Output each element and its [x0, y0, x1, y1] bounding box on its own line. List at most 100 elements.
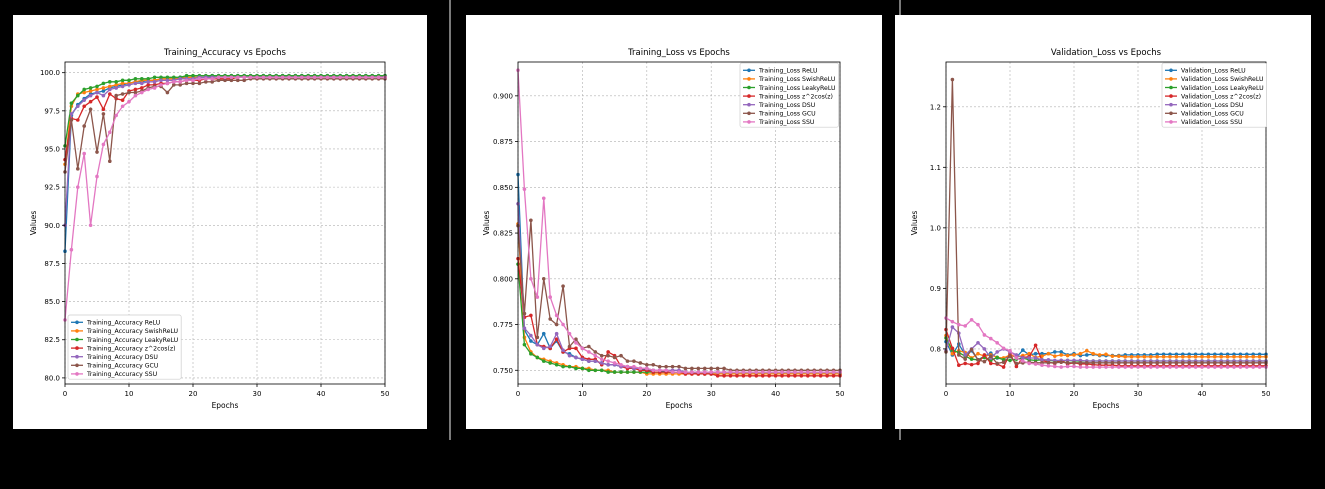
- data-point: [101, 81, 106, 86]
- data-point: [108, 92, 112, 96]
- y-tick-label: 1.2: [930, 103, 941, 111]
- data-point: [541, 331, 546, 336]
- legend-item: Validation_Loss z^2cos(z): [1165, 93, 1261, 100]
- data-point: [69, 112, 74, 116]
- data-point: [1193, 354, 1198, 359]
- data-point: [612, 361, 617, 365]
- chart-title: Validation_Loss vs Epochs: [1051, 48, 1162, 58]
- data-point: [120, 81, 125, 86]
- data-point: [1245, 354, 1249, 359]
- data-point: [1033, 351, 1038, 356]
- data-point: [1232, 361, 1236, 365]
- data-point: [1123, 354, 1127, 359]
- data-point: [969, 347, 974, 352]
- legend-swatch-marker: [1169, 111, 1173, 116]
- legend-swatch-marker: [75, 337, 79, 342]
- data-point: [831, 373, 836, 378]
- data-point: [1110, 365, 1115, 369]
- series-training-accuracy-dsu: [63, 75, 387, 228]
- data-point: [625, 370, 630, 374]
- data-point: [1085, 365, 1089, 369]
- data-point: [1251, 361, 1255, 365]
- data-point: [306, 75, 311, 80]
- data-point: [950, 351, 955, 356]
- data-point: [957, 353, 961, 357]
- data-point: [1059, 350, 1063, 354]
- data-point: [702, 366, 707, 371]
- data-point: [989, 354, 993, 358]
- data-point: [963, 353, 967, 357]
- data-point: [229, 78, 234, 83]
- data-point: [619, 370, 623, 374]
- y-tick-label: 0.800: [493, 275, 513, 283]
- data-point: [1104, 365, 1108, 369]
- legend-label: Validation_Loss SSU: [1181, 119, 1243, 126]
- data-point: [152, 86, 157, 90]
- data-point: [599, 368, 604, 373]
- legend-item: Validation_Loss ReLU: [1165, 68, 1246, 75]
- data-point: [950, 325, 955, 329]
- data-point: [184, 73, 189, 78]
- data-point: [236, 75, 240, 80]
- data-point: [120, 98, 125, 102]
- y-tick-label: 95.0: [44, 145, 60, 153]
- data-point: [101, 107, 106, 112]
- data-point: [1200, 354, 1204, 359]
- series-line: [64, 76, 385, 160]
- data-point: [989, 336, 993, 341]
- legend-swatch-marker: [747, 120, 751, 124]
- data-point: [88, 107, 93, 112]
- data-point: [351, 75, 355, 80]
- data-point: [625, 364, 630, 369]
- series-training-loss-dsu: [516, 201, 842, 374]
- data-point: [1040, 363, 1044, 368]
- data-point: [108, 159, 112, 163]
- data-point: [191, 81, 195, 86]
- data-point: [748, 370, 752, 374]
- legend-swatch-marker: [1169, 68, 1173, 73]
- data-point: [114, 86, 118, 90]
- data-point: [82, 151, 86, 156]
- data-point: [748, 373, 752, 378]
- data-point: [159, 78, 163, 83]
- data-point: [963, 324, 967, 328]
- data-point: [127, 78, 131, 83]
- legend-label: Training_Accuracy z^2cos(z): [86, 345, 176, 352]
- data-point: [950, 319, 955, 324]
- data-point: [1072, 361, 1076, 365]
- data-point: [1001, 360, 1006, 365]
- data-point: [1123, 361, 1127, 365]
- data-point: [1213, 361, 1217, 365]
- data-point: [735, 370, 739, 374]
- data-point: [969, 318, 974, 322]
- data-point: [1213, 354, 1217, 359]
- data-point: [799, 370, 804, 374]
- data-point: [522, 326, 527, 330]
- legend-item: Training_Loss ReLU: [743, 68, 818, 75]
- series-line: [517, 174, 840, 375]
- legend-label: Validation_Loss DSU: [1181, 102, 1243, 109]
- legend-item: Validation_Loss LeakyReLU: [1165, 85, 1264, 92]
- data-point: [976, 322, 980, 327]
- series-training-loss-gcu: [516, 218, 842, 373]
- x-tick-label: 20: [1070, 390, 1079, 398]
- data-point: [1008, 354, 1012, 358]
- data-point: [165, 78, 170, 83]
- data-point: [522, 342, 527, 347]
- data-point: [741, 373, 746, 378]
- data-point: [535, 295, 540, 299]
- data-point: [760, 373, 765, 378]
- chart-panel-validation-loss: 0 10 20 30 40 50 0.8 0.9 1.0 1.1 1.2 Validation_Los…: [895, 15, 1311, 429]
- data-point: [606, 359, 610, 363]
- data-point: [1033, 343, 1038, 348]
- data-point: [172, 83, 176, 87]
- data-point: [325, 75, 330, 80]
- legend-label: Training_Accuracy GCU: [86, 363, 158, 370]
- data-point: [82, 87, 86, 92]
- data-point: [995, 350, 999, 354]
- legend-item: Training_Loss SSU: [743, 119, 814, 126]
- data-point: [950, 346, 955, 351]
- data-point: [101, 93, 106, 98]
- data-point: [184, 78, 189, 83]
- data-point: [1149, 361, 1153, 365]
